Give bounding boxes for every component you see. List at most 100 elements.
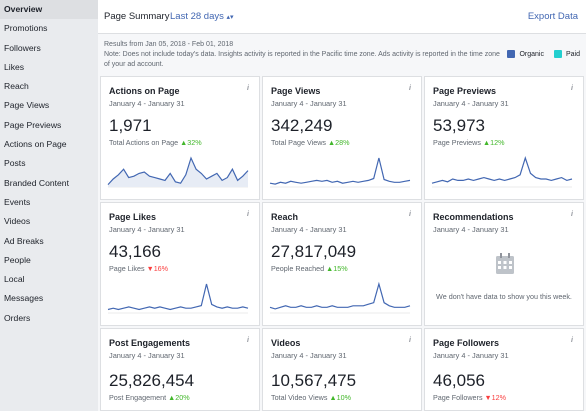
metric-subtitle: Page Previews ▲12%: [433, 138, 504, 147]
metric-value: 46,056: [433, 371, 485, 390]
sidebar-item-videos[interactable]: Videos: [4, 216, 31, 227]
sparkline-line: [107, 156, 249, 186]
card-title: Page Likes: [109, 212, 157, 222]
metric-subtitle: Post Engagement ▲20%: [109, 393, 190, 402]
notes: Results from Jan 05, 2018 - Feb 01, 2018…: [104, 40, 504, 70]
card-page-likes[interactable]: Page Likes January 4 - January 31 i 43,166 P…: [100, 202, 260, 326]
sidebar-item-overview[interactable]: Overview: [0, 0, 98, 20]
sidebar-item-events[interactable]: Events: [4, 196, 31, 207]
card-page-views[interactable]: Page Views January 4 - January 31 i 342,249…: [262, 76, 422, 200]
legend-organic: Organic: [519, 50, 544, 58]
sparkline-line: [269, 281, 411, 310]
sidebar-item-followers[interactable]: Followers: [4, 42, 41, 53]
sparkline-chart: [269, 157, 411, 188]
metric-subtitle: Total Video Views ▲10%: [271, 393, 351, 402]
metric-value: 10,567,475: [271, 371, 357, 390]
metric-label: People Reached: [271, 264, 325, 273]
metric-subtitle: People Reached ▲15%: [271, 264, 348, 273]
metric-value: 25,826,454: [109, 371, 195, 390]
date-range-select[interactable]: Last 28 days ▴▾: [170, 11, 234, 22]
metric-label: Total Page Views: [271, 138, 327, 147]
card-reach[interactable]: Reach January 4 - January 31 i 27,817,049 Pe…: [262, 202, 422, 326]
card-title: Page Previews: [433, 86, 497, 96]
metric-value: 342,249: [271, 116, 333, 135]
card-title: Videos: [271, 338, 301, 348]
card-date-range: January 4 - January 31: [433, 351, 509, 360]
info-icon[interactable]: i: [247, 85, 249, 92]
info-icon[interactable]: i: [571, 337, 573, 344]
metric-value: 1,971: [109, 116, 152, 135]
metric-delta: 12%: [491, 393, 507, 402]
metric-delta: 28%: [335, 138, 350, 147]
metric-delta: 20%: [175, 393, 190, 402]
chevron-updown-icon: ▴▾: [226, 14, 234, 21]
legend: Organic Paid: [507, 50, 580, 58]
sidebar-item-branded-content[interactable]: Branded Content: [4, 177, 69, 188]
metric-label: Page Followers: [433, 393, 483, 402]
sidebar-item-page-previews[interactable]: Page Previews: [4, 119, 62, 130]
sidebar-item-posts[interactable]: Posts: [4, 158, 26, 169]
sidebar-item-promotions[interactable]: Promotions: [4, 23, 48, 34]
card-date-range: January 4 - January 31: [109, 225, 185, 234]
metric-subtitle: Page Followers ▼12%: [433, 393, 506, 402]
metric-subtitle: Page Likes ▼16%: [109, 264, 168, 273]
card-title: Page Views: [271, 86, 321, 96]
card-page-followers[interactable]: Page Followers January 4 - January 31 i 46,…: [424, 328, 584, 411]
card-date-range: January 4 - January 31: [433, 99, 509, 108]
date-range-label: Last 28 days: [170, 11, 224, 22]
sidebar-item-people[interactable]: People: [4, 254, 31, 265]
summary-grid: Actions on Page January 4 - January 31 i 1,…: [98, 76, 586, 411]
info-icon[interactable]: i: [409, 337, 411, 344]
legend-paid: Paid: [565, 50, 580, 58]
card-title: Page Followers: [433, 338, 500, 348]
sparkline-chart: [269, 281, 411, 314]
trend-down-icon: ▼: [484, 393, 492, 402]
export-data-link[interactable]: Export Data: [527, 11, 578, 22]
info-icon[interactable]: i: [247, 211, 249, 218]
metric-delta: 10%: [336, 393, 351, 402]
metric-value: 53,973: [433, 116, 485, 135]
sidebar-item-reach[interactable]: Reach: [4, 81, 29, 92]
no-data-message: We don't have data to show you this week…: [436, 292, 572, 301]
metric-label: Page Previews: [433, 138, 481, 147]
card-date-range: January 4 - January 31: [109, 351, 185, 360]
metric-delta: 12%: [490, 138, 505, 147]
metric-delta: 32%: [187, 138, 202, 147]
card-videos[interactable]: Videos January 4 - January 31 i 10,567,475 T…: [262, 328, 422, 411]
card-date-range: January 4 - January 31: [271, 351, 347, 360]
info-icon[interactable]: i: [409, 85, 411, 92]
sidebar-item-ad-breaks[interactable]: Ad Breaks: [4, 235, 44, 246]
metric-value: 43,166: [109, 242, 161, 261]
sidebar-item-likes[interactable]: Likes: [4, 61, 25, 72]
info-icon[interactable]: i: [247, 337, 249, 344]
sidebar-item-orders[interactable]: Orders: [4, 312, 31, 323]
sparkline-chart: [431, 156, 573, 188]
card-actions-on-page[interactable]: Actions on Page January 4 - January 31 i 1,…: [100, 76, 260, 200]
info-icon[interactable]: i: [571, 85, 573, 92]
info-icon[interactable]: i: [571, 211, 573, 218]
sidebar-item-local[interactable]: Local: [4, 274, 25, 285]
card-page-previews[interactable]: Page Previews January 4 - January 31 i 53,9…: [424, 76, 584, 200]
card-post-engagements[interactable]: Post Engagements January 4 - January 31 i 2…: [100, 328, 260, 411]
card-recommendations[interactable]: Recommendations January 4 - January 31 i We…: [424, 202, 584, 326]
sidebar: Overview Promotions Followers Likes Reach Pag…: [0, 0, 98, 411]
card-title: Recommendations: [433, 212, 514, 222]
sidebar-item-messages[interactable]: Messages: [4, 293, 44, 304]
paid-swatch: [553, 50, 562, 58]
metric-subtitle: Total Page Views ▲28%: [271, 138, 350, 147]
metric-delta: 16%: [153, 264, 169, 273]
sparkline-line: [431, 156, 573, 184]
metric-label: Total Video Views: [271, 393, 328, 402]
sparkline-line: [107, 283, 249, 311]
trend-up-icon: ▲: [180, 138, 188, 147]
trend-up-icon: ▲: [168, 393, 176, 402]
organic-swatch: [507, 50, 516, 58]
trend-up-icon: ▲: [326, 264, 334, 273]
top-bar: Page Summary Last 28 days ▴▾ Export Data: [98, 0, 586, 34]
main-panel: Page Summary Last 28 days ▴▾ Export Data…: [98, 0, 586, 411]
sidebar-item-actions-on-page[interactable]: Actions on Page: [4, 139, 67, 150]
page-summary-title: Page Summary: [104, 11, 170, 22]
metric-subtitle: Total Actions on Page ▲32%: [109, 138, 202, 147]
sidebar-item-page-views[interactable]: Page Views: [4, 100, 50, 111]
info-icon[interactable]: i: [409, 211, 411, 218]
